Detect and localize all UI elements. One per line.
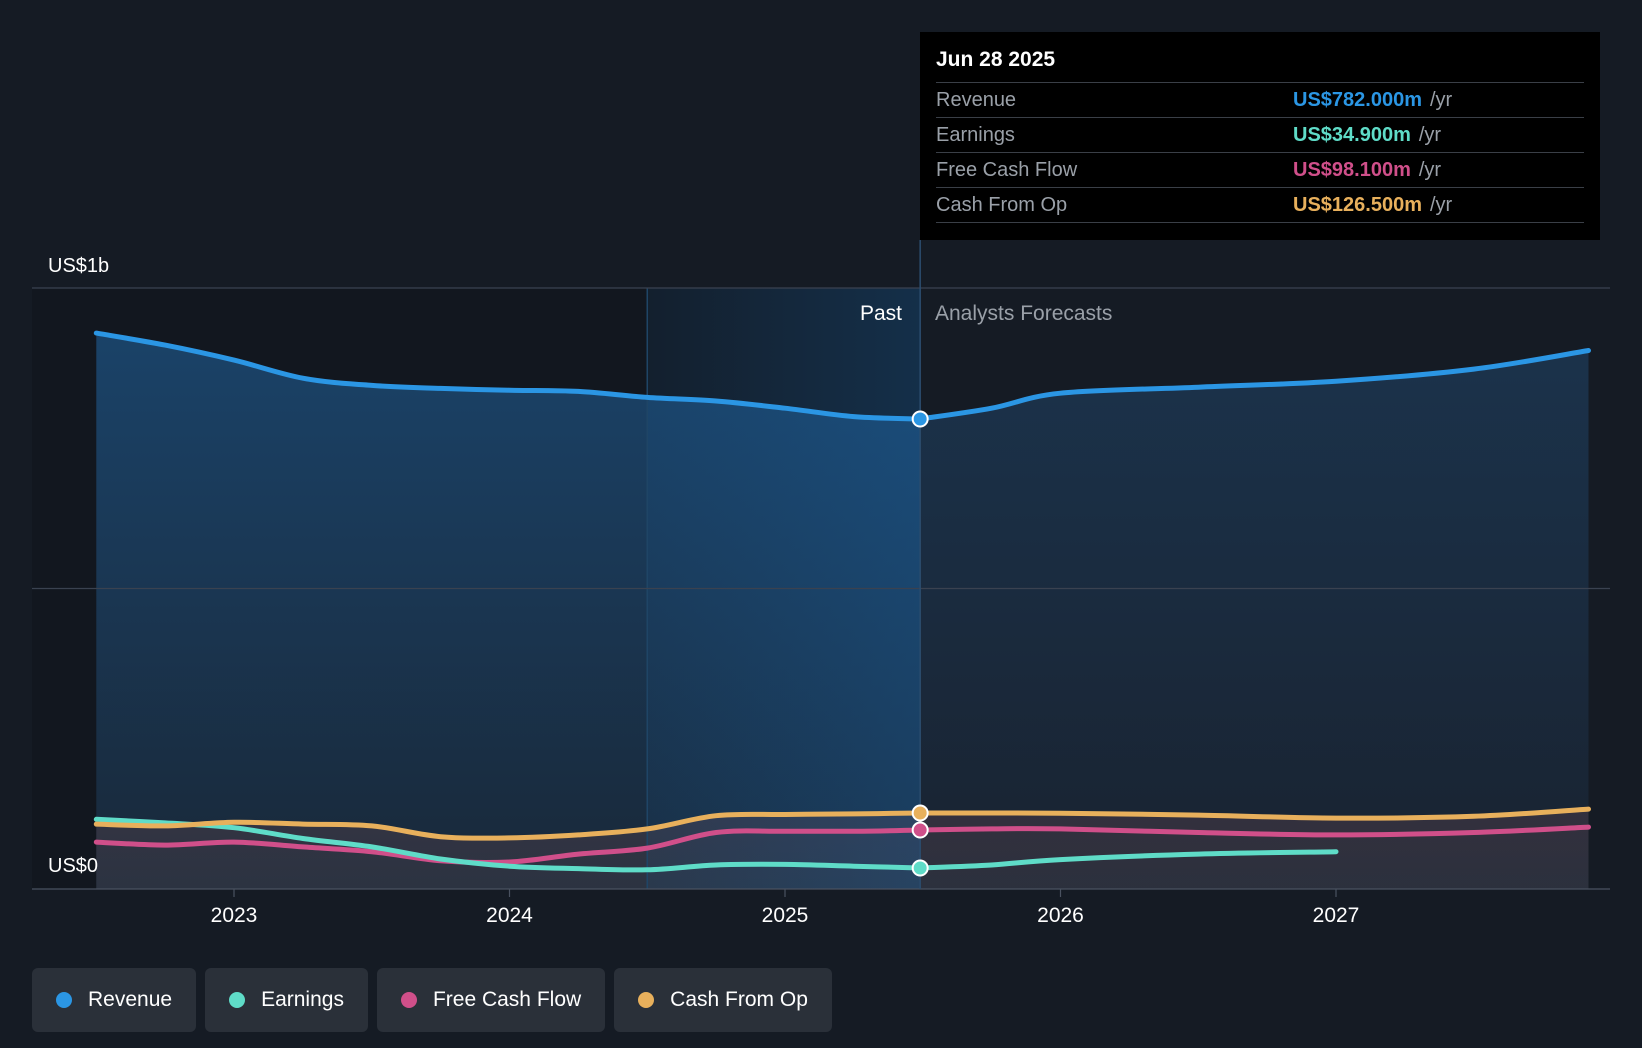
marker-earnings[interactable] [911, 859, 929, 877]
series-lines [93, 330, 1591, 873]
marker-revenue[interactable] [911, 410, 929, 428]
legend-label: Earnings [261, 988, 344, 1011]
legend-label: Revenue [88, 988, 173, 1011]
legend-item-earnings[interactable]: Earnings [205, 968, 368, 1032]
legend-label: Free Cash Flow [432, 988, 582, 1011]
legend-dot-icon [56, 992, 72, 1008]
forecast-label: Analysts Forecasts [935, 302, 1112, 325]
legend-item-revenue[interactable]: Revenue [32, 968, 197, 1032]
series-line-revenue [93, 330, 923, 422]
x-tick-label: 2023 [211, 904, 258, 927]
tooltip-row-cash-from-op: Cash From Op US$126.500m /yr [936, 188, 1584, 223]
past-label: Past [860, 302, 902, 325]
tooltip-value: US$126.500m [1293, 194, 1422, 216]
grid-lines [32, 287, 1610, 890]
series-line-cash-from-op [93, 810, 923, 841]
tooltip-value: US$782.000m [1293, 89, 1422, 111]
legend-dot-icon [638, 992, 655, 1008]
x-tick-label: 2024 [486, 904, 533, 927]
tooltip-date: Jun 28 2025 [936, 46, 1584, 83]
tooltip-unit: /yr [1418, 159, 1442, 181]
tooltip-row-earnings: Earnings US$34.900m /yr [936, 118, 1584, 153]
legend: Revenue Earnings Free Cash Flow Cash Fro… [32, 968, 832, 1032]
y-axis-bottom-label: US$0 [48, 855, 98, 877]
series-line-earnings-forecast [917, 849, 1339, 871]
tooltip-unit: /yr [1429, 89, 1453, 111]
x-tick-label: 2025 [762, 904, 809, 927]
tooltip-label: Cash From Op [936, 194, 1068, 216]
lower-series-area-fill [920, 809, 1589, 889]
tooltip-unit: /yr [1418, 124, 1442, 146]
series-line-cash-from-op-forecast [917, 806, 1591, 821]
tooltip-row-free-cash-flow: Free Cash Flow US$98.100m /yr [936, 153, 1584, 188]
tooltip-label: Earnings [936, 124, 1015, 146]
tooltip-unit: /yr [1429, 194, 1453, 216]
series-line-revenue-forecast [917, 348, 1591, 422]
series-line-earnings [93, 816, 923, 873]
y-axis-top-label: US$1b [48, 255, 109, 277]
x-tick-label: 2026 [1037, 904, 1084, 927]
legend-item-free-cash-flow[interactable]: Free Cash Flow [376, 968, 606, 1032]
tooltip-row-revenue: Revenue US$782.000m /yr [936, 83, 1584, 118]
x-axis-ticks: 2023 2024 2025 2026 2027 [211, 889, 1360, 927]
tooltip-value: US$98.100m [1293, 159, 1411, 181]
tooltip-label: Free Cash Flow [936, 159, 1078, 181]
tooltip-label: Revenue [936, 89, 1017, 111]
legend-item-cash-from-op[interactable]: Cash From Op [614, 968, 832, 1032]
x-tick-label: 2027 [1313, 904, 1360, 927]
legend-dot-icon [229, 992, 246, 1008]
tooltip: Jun 28 2025 Revenue US$782.000m /yr Earn… [920, 32, 1600, 240]
legend-label: Cash From Op [670, 988, 808, 1011]
series-markers [911, 410, 929, 877]
series-line-free-cash-flow [93, 827, 923, 866]
marker-free-cash-flow[interactable] [911, 821, 929, 839]
marker-cash-from-op[interactable] [911, 804, 929, 822]
tooltip-value: US$34.900m [1293, 124, 1411, 146]
revenue-area-fill [920, 350, 1589, 889]
legend-dot-icon [400, 992, 417, 1008]
series-line-free-cash-flow-forecast [917, 824, 1591, 838]
